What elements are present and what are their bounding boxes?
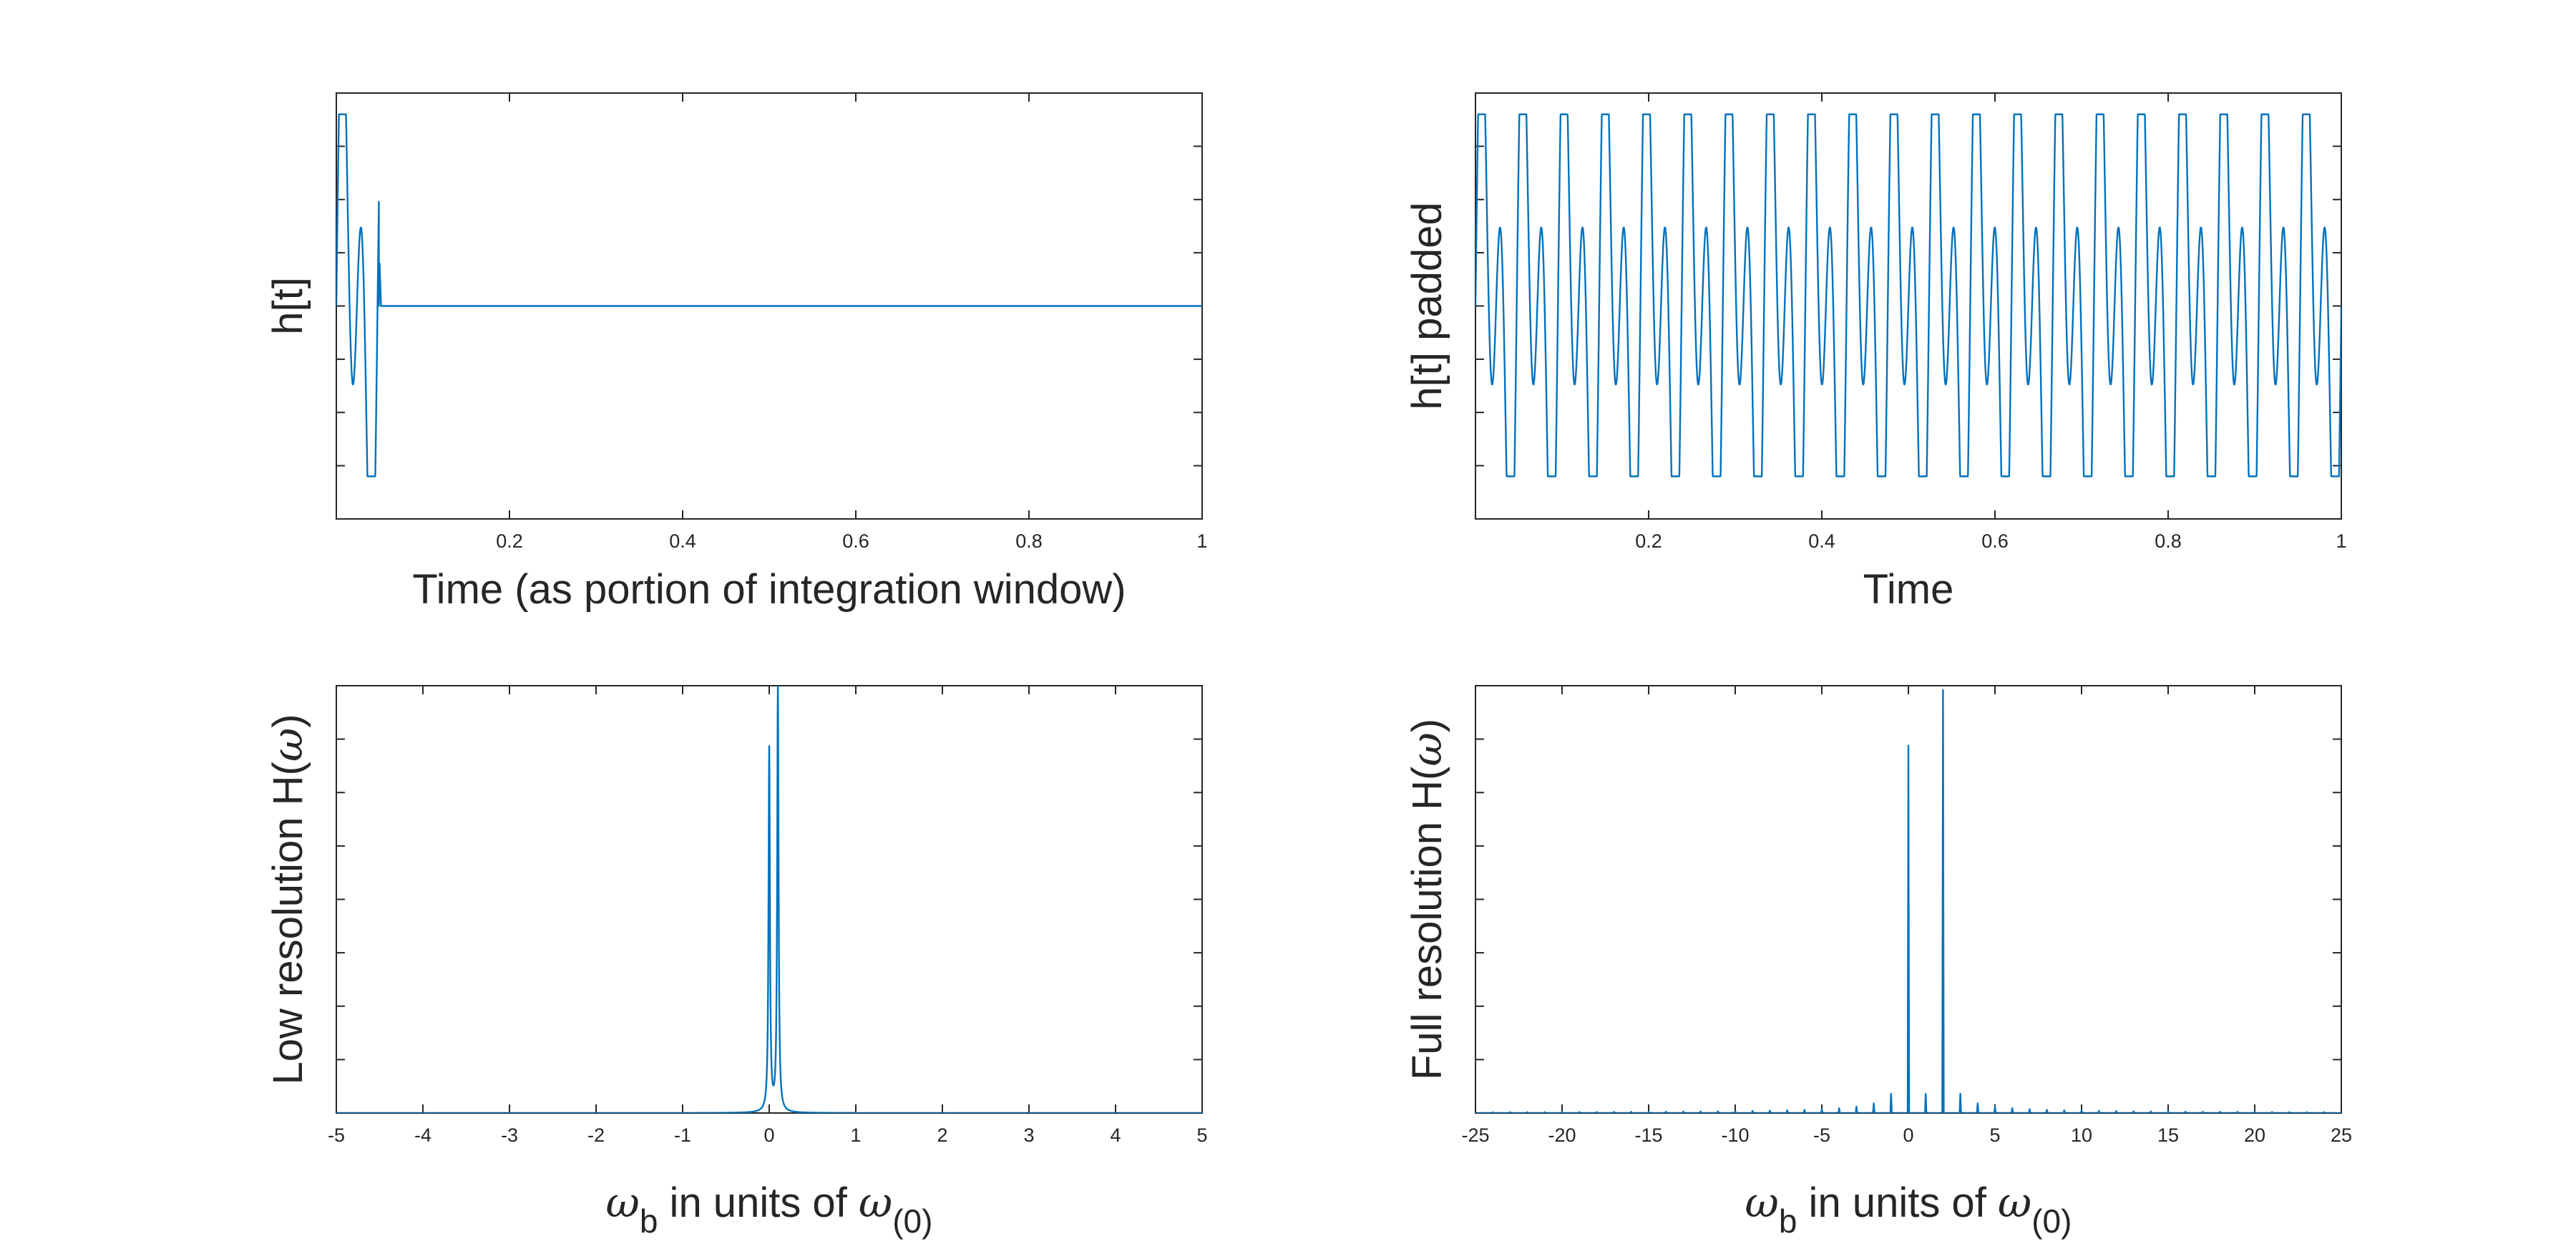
x-tick-label: 0.6 — [842, 530, 869, 552]
y-axis-label: h[t] — [265, 277, 311, 335]
x-axis-label: ωb in units of ω(0) — [1745, 1178, 2072, 1240]
x-tick-label: 0.4 — [1808, 530, 1835, 552]
x-tick-label: -5 — [1813, 1124, 1830, 1146]
x-tick-label: 0 — [763, 1124, 774, 1146]
x-tick-label: 1 — [850, 1124, 861, 1146]
x-tick-label: 0.6 — [1981, 530, 2009, 552]
x-tick-label: 0.2 — [496, 530, 523, 552]
x-axis-label: Time (as portion of integration window) — [412, 566, 1126, 613]
series-line — [1475, 689, 2341, 1113]
x-tick-label: 0 — [1903, 1124, 1913, 1146]
x-tick-label: 25 — [2331, 1124, 2352, 1146]
x-tick-label: 15 — [2157, 1124, 2179, 1146]
x-tick-label: -5 — [328, 1124, 345, 1146]
x-tick-label: 20 — [2244, 1124, 2265, 1146]
y-axis-label: Full resolution H(ω) — [1402, 719, 1451, 1080]
x-tick-label: 0.8 — [2155, 530, 2182, 552]
x-tick-label: 10 — [2071, 1124, 2092, 1146]
x-tick-label: -4 — [414, 1124, 431, 1146]
y-axis-label: Low resolution H(ω) — [263, 714, 312, 1085]
x-tick-label: -25 — [1461, 1124, 1489, 1146]
x-tick-label: 0.4 — [669, 530, 696, 552]
axes-padded: 0.2 0.4 0.6 0.8 1 Time h[t] padded — [1404, 92, 2347, 613]
x-tick-label: 5 — [1196, 1124, 1207, 1146]
series-line — [336, 686, 1202, 1113]
series-line — [336, 113, 1202, 477]
x-tick-label: 1 — [1196, 530, 1207, 552]
series-line — [1475, 113, 2341, 477]
x-tick-label: 2 — [937, 1124, 947, 1146]
x-tick-label: 1 — [2336, 530, 2346, 552]
x-tick-label: -10 — [1721, 1124, 1749, 1146]
x-tick-label: 0.8 — [1015, 530, 1043, 552]
axes-impulse: 0.2 0.4 0.6 0.8 1 Time (as portion of integra… — [265, 92, 1208, 613]
x-tick-label: -3 — [501, 1124, 518, 1146]
axes-full_res: -25 -20 -15 -10 -5 0 5 10 15 20 25 ωb in units of ω… — [1402, 685, 2352, 1240]
x-axis-label: ωb in units of ω(0) — [606, 1178, 933, 1240]
axes-low_res: -5 -4 -3 -2 -1 0 1 2 3 4 5 ωb in units of ω(0) Low r… — [263, 685, 1208, 1240]
x-axis-label: Time — [1863, 566, 1954, 613]
x-tick-label: 0.2 — [1635, 530, 1662, 552]
y-axis-label: h[t] padded — [1404, 202, 1450, 409]
x-tick-label: -15 — [1634, 1124, 1662, 1146]
x-tick-label: -20 — [1548, 1124, 1576, 1146]
x-tick-label: 4 — [1110, 1124, 1121, 1146]
x-tick-label: -2 — [587, 1124, 605, 1146]
x-tick-label: 3 — [1023, 1124, 1034, 1146]
x-tick-label: 5 — [1989, 1124, 2000, 1146]
x-tick-label: -1 — [674, 1124, 691, 1146]
